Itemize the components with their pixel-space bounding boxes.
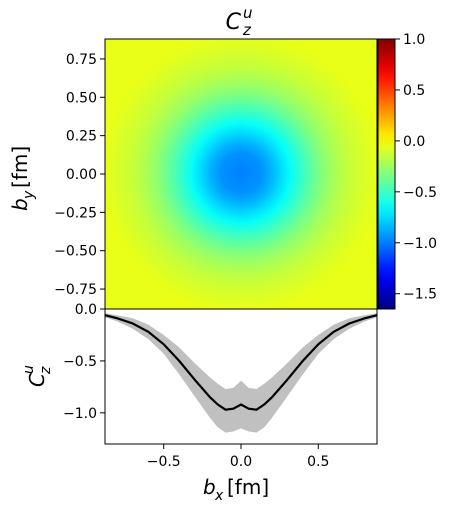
uncertainty-band — [105, 313, 377, 433]
colorbar-tick-label: −1.0 — [403, 236, 437, 252]
heatmap-field — [105, 39, 377, 309]
heatmap-y-tick-label: −0.75 — [54, 282, 97, 298]
line-y-ticks: 0.0 −0.5 −1.0 — [63, 302, 105, 422]
x-label-unit: [fm] — [227, 475, 269, 499]
line-y-tick-label: −0.5 — [63, 354, 97, 370]
heatmap-y-tick-label: −0.50 — [54, 244, 97, 260]
heatmap-y-ticks: 0.75 0.50 0.25 0.00 −0.25 −0.50 −0.75 — [54, 52, 105, 298]
line-y-label: C z u — [21, 365, 54, 387]
line-x-tick-label: 0.5 — [307, 454, 329, 470]
heatmap-y-label: b y [fm] — [8, 146, 37, 211]
colorbar-bar — [378, 39, 395, 309]
y-label-main: b — [8, 198, 32, 211]
heatmap-y-tick-label: 0.25 — [66, 129, 97, 145]
heatmap-title: C z u — [226, 4, 253, 39]
heatmap-y-tick-label: −0.25 — [54, 205, 97, 221]
heatmap-panel: 0.75 0.50 0.25 0.00 −0.25 −0.50 −0.75 — [54, 38, 378, 310]
colorbar-tick-label: −1.5 — [403, 287, 437, 303]
y-label-unit: [fm] — [8, 146, 32, 188]
x-label-main: b — [203, 475, 216, 499]
colorbar-frame — [377, 38, 396, 310]
heatmap-y-tick-label: 0.75 — [66, 52, 97, 68]
colorbar-tick-label: 1.0 — [403, 32, 425, 48]
line-x-label: b x [fm] — [203, 475, 269, 504]
x-label-sub: x — [214, 488, 224, 504]
line-y-tick-label: −1.0 — [63, 406, 97, 422]
series-line — [104, 314, 378, 411]
line-panel: 0.0 −0.5 −1.0 −0.5 0.0 0.5 — [63, 302, 378, 470]
line-x-ticks: −0.5 0.0 0.5 — [147, 444, 329, 470]
heatmap-y-tick-label: 0.50 — [66, 90, 97, 106]
title-sub: z — [242, 21, 252, 39]
title-sup: u — [243, 4, 253, 22]
colorbar: 1.0 0.5 0.0 −0.5 −1.0 −1.5 — [377, 32, 437, 310]
heatmap-y-tick-label: 0.00 — [66, 167, 97, 183]
line-x-tick-label: −0.5 — [147, 454, 181, 470]
y-label-sub: y — [21, 190, 37, 200]
line-y-label-main: C — [25, 373, 49, 387]
line-y-label-sub: z — [38, 366, 54, 375]
line-y-tick-label: 0.0 — [75, 302, 97, 318]
line-x-tick-label: 0.0 — [230, 454, 252, 470]
colorbar-tick-label: 0.0 — [403, 134, 425, 150]
colorbar-tick-label: −0.5 — [403, 185, 437, 201]
colorbar-tick-label: 0.5 — [403, 83, 425, 99]
title-main: C — [226, 10, 242, 35]
colorbar-ticks: 1.0 0.5 0.0 −0.5 −1.0 −1.5 — [395, 32, 437, 303]
line-y-label-sup: u — [21, 365, 37, 374]
